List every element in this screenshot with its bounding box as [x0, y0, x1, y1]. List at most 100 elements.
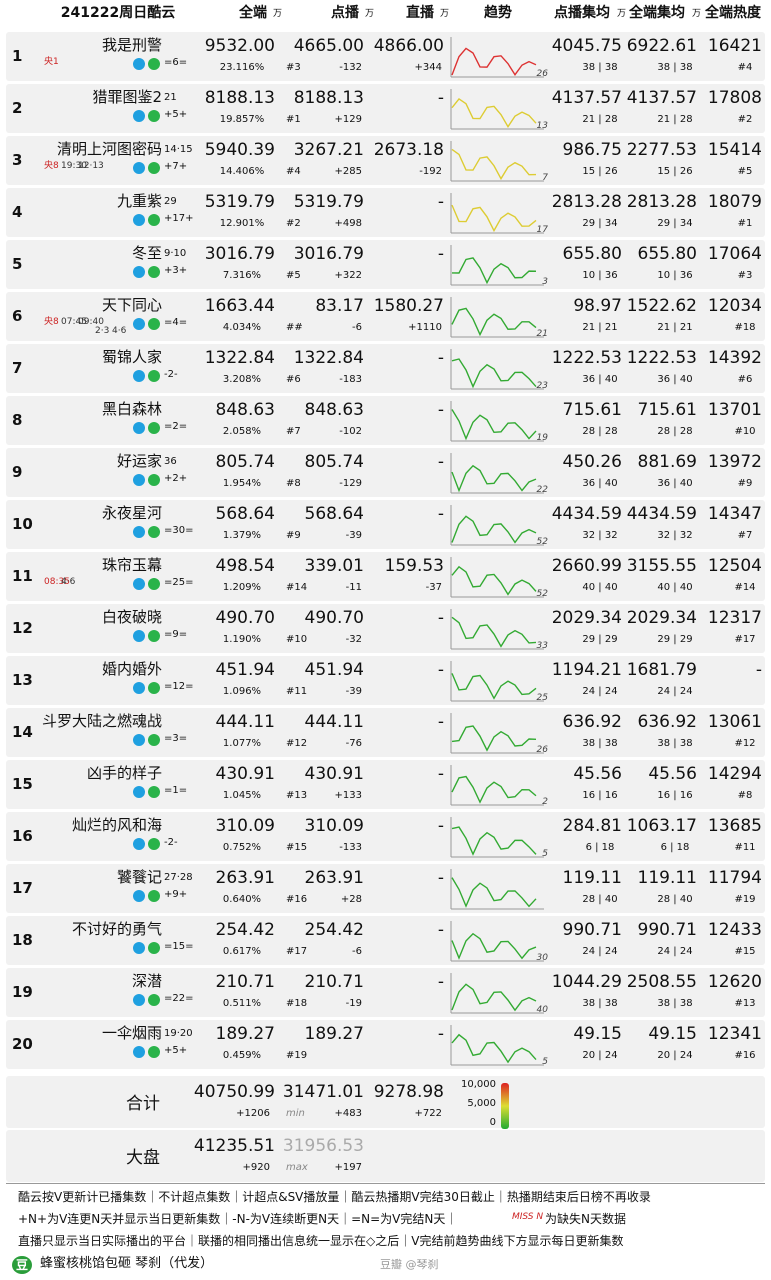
trend-end: 2 [542, 797, 548, 807]
vod-rank: #2 [286, 218, 301, 229]
total: 254.42 [215, 920, 275, 940]
heat: 13685 [707, 816, 762, 836]
all-eps: 28 | 40 [657, 894, 693, 905]
trend-sparkline [450, 141, 544, 182]
vod-eps: 29 | 34 [582, 218, 618, 229]
live: - [437, 868, 444, 888]
platform-icons [133, 682, 160, 694]
rank: 17 [12, 879, 33, 897]
change: =6= [164, 57, 188, 68]
show-name: 蜀锦人家 [101, 348, 162, 366]
header-col: 直播 [406, 5, 434, 21]
row-bg [6, 396, 765, 445]
trend-sparkline [450, 89, 544, 130]
vod-eps: 36 | 40 [582, 478, 618, 489]
vod-avg: 636.92 [562, 712, 622, 732]
trend-sparkline [450, 297, 544, 338]
vod: 310.09 [304, 816, 364, 836]
episodes: 27·28 [164, 872, 193, 883]
all-eps: 10 | 36 [657, 270, 693, 281]
header-col: 全端热度 [705, 5, 761, 21]
vod-rank: #13 [286, 790, 308, 801]
platform-icons [133, 838, 160, 850]
change: +5+ [164, 1045, 188, 1056]
vod-delta: +498 [334, 218, 362, 229]
all-eps: 16 | 16 [657, 790, 693, 801]
trend-end: 26 [536, 745, 548, 755]
all-avg: 2508.55 [626, 972, 697, 992]
header-unit: 万 [692, 9, 702, 19]
row-bg [6, 188, 765, 237]
all-eps: 6 | 18 [660, 842, 690, 853]
show-name: 婚内婚外 [101, 660, 162, 678]
change: +17+ [164, 213, 194, 224]
episodes: 29 [164, 196, 177, 207]
vod-eps: 15 | 26 [582, 166, 618, 177]
vod-delta: -76 [345, 738, 362, 749]
trend-end: 3 [542, 277, 548, 287]
change: =1= [164, 785, 188, 796]
vod-avg: 119.11 [562, 868, 622, 888]
show-name: 灿烂的风和海 [71, 816, 162, 834]
heat: 12620 [707, 972, 762, 992]
trend-end: 5 [542, 1057, 548, 1067]
trend-sparkline [450, 869, 544, 910]
platform-icons [133, 370, 160, 382]
show-name: 黑白森林 [101, 400, 162, 418]
total: 1322.84 [204, 348, 275, 368]
vod: 451.94 [304, 660, 364, 680]
channel: 4·6 [112, 326, 127, 336]
all-eps: 29 | 29 [657, 634, 693, 645]
header-col: 点播集均 [554, 5, 610, 21]
show-name: 我是刑警 [101, 36, 162, 54]
platform-icons [133, 474, 160, 486]
live-delta: -192 [419, 166, 442, 177]
vod: 339.01 [304, 556, 364, 576]
rank: 13 [12, 671, 33, 689]
show-name: 珠帘玉幕 [101, 556, 162, 574]
heat: 14347 [707, 504, 762, 524]
total: 490.70 [215, 608, 275, 628]
vod: 444.11 [304, 712, 364, 732]
heat: 17064 [707, 244, 762, 264]
platform-icons [133, 1046, 160, 1058]
all-eps: 24 | 24 [657, 686, 693, 697]
total: 805.74 [215, 452, 275, 472]
vod-rank: #18 [286, 998, 308, 1009]
platform-icons [133, 318, 160, 330]
vod: 1322.84 [293, 348, 364, 368]
row-bg [6, 136, 765, 185]
vod-delta: -129 [339, 478, 362, 489]
share: 1.077% [222, 738, 262, 749]
row-bg [6, 292, 765, 341]
episodes: 9·10 [164, 248, 187, 259]
all-avg: 119.11 [637, 868, 697, 888]
heat: 12317 [707, 608, 762, 628]
vod-avg: 1044.29 [551, 972, 622, 992]
row-bg [6, 240, 765, 289]
vod-delta: -39 [345, 686, 362, 697]
live: - [437, 88, 444, 108]
platform-icons [133, 162, 160, 174]
all-avg: 636.92 [637, 712, 697, 732]
header-unit: 万 [617, 9, 627, 19]
total: 8188.13 [204, 88, 275, 108]
share: 12.901% [219, 218, 265, 229]
change: -2- [164, 837, 178, 848]
trend-sparkline [450, 817, 544, 858]
trend-sparkline [450, 193, 544, 234]
summary-delta: +722 [414, 1108, 442, 1119]
channel: 央8 [44, 317, 59, 327]
all-eps: 40 | 40 [657, 582, 693, 593]
vod-delta: -133 [339, 842, 362, 853]
summary-delta: +197 [334, 1162, 362, 1173]
heat: 12341 [707, 1024, 762, 1044]
total: 5319.79 [204, 192, 275, 212]
live: - [437, 816, 444, 836]
change: +2+ [164, 473, 188, 484]
change: =4= [164, 317, 188, 328]
platform-icons [133, 578, 160, 590]
trend-end: 23 [536, 381, 548, 391]
trend-end: 19 [536, 433, 548, 443]
trend-sparkline [450, 557, 544, 598]
